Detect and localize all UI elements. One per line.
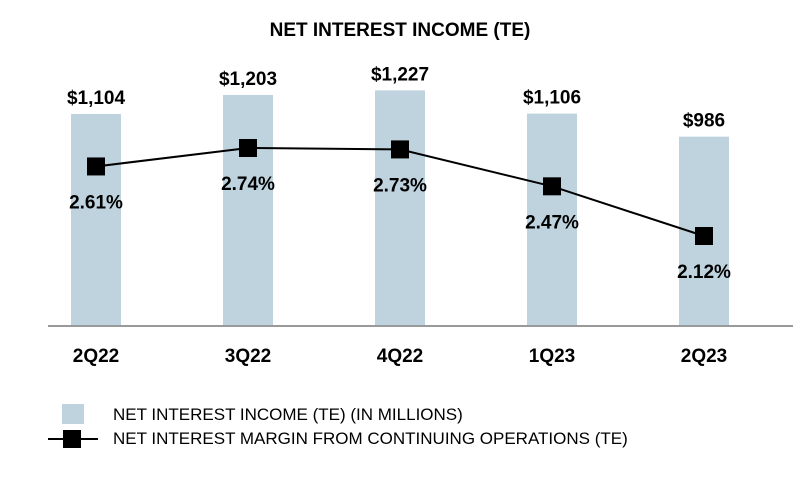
margin-value-label: 2.12%: [677, 262, 731, 283]
legend-swatch-marker: [63, 430, 81, 448]
margin-value-label: 2.73%: [373, 175, 427, 196]
x-tick-label: 3Q22: [225, 346, 271, 367]
legend-label-net-interest-income: NET INTEREST INCOME (TE) (IN MILLIONS): [113, 405, 463, 424]
x-tick-label: 2Q23: [681, 346, 727, 367]
bar-value-label: $986: [683, 111, 725, 132]
x-tick-label: 2Q22: [73, 346, 119, 367]
margin-marker-4q22: [391, 140, 409, 159]
chart-title: NET INTEREST INCOME (TE): [270, 20, 531, 41]
legend-swatch-bar: [62, 404, 84, 424]
x-tick-label: 4Q22: [377, 346, 423, 367]
bar-value-label: $1,227: [371, 64, 429, 85]
margin-marker-1q23: [543, 177, 561, 196]
legend-label-net-interest-margin: NET INTEREST MARGIN FROM CONTINUING OPER…: [113, 429, 628, 448]
margin-value-label: 2.61%: [69, 192, 123, 213]
bar-value-label: $1,104: [67, 88, 126, 109]
bar-3q22: [223, 94, 273, 326]
bar-value-label: $1,106: [523, 88, 581, 109]
margin-value-label: 2.47%: [525, 212, 579, 233]
bar-4q22: [375, 90, 425, 326]
bar-2q22: [71, 114, 121, 326]
legend: NET INTEREST INCOME (TE) (IN MILLIONS) N…: [48, 404, 628, 448]
margin-marker-2q22: [87, 157, 105, 176]
bar-value-label: $1,203: [219, 69, 277, 90]
margin-marker-2q23: [695, 227, 713, 245]
margin-value-label: 2.74%: [221, 174, 275, 195]
x-tick-label: 1Q23: [529, 346, 575, 367]
bar-1q23: [527, 113, 577, 327]
margin-marker-3q22: [239, 139, 257, 157]
